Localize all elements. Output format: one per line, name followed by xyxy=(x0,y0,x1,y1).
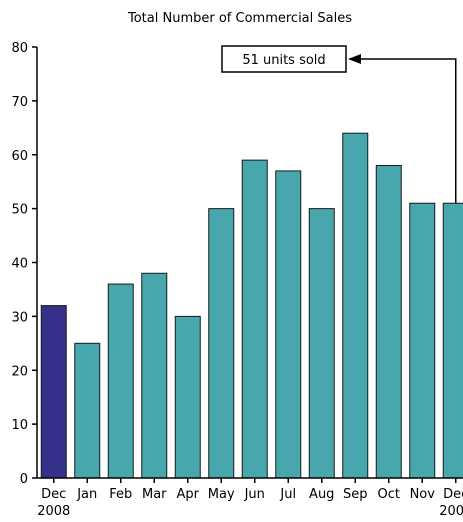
y-tick-label: 40 xyxy=(11,257,28,272)
bar-10 xyxy=(375,165,402,479)
x-tick-label: Dec xyxy=(41,487,66,502)
y-tick-label: 80 xyxy=(11,41,28,56)
y-tick-label: 10 xyxy=(11,418,28,433)
x-tick-label: Jul xyxy=(279,487,296,502)
bars xyxy=(40,132,463,479)
x-tick-label: Sep xyxy=(343,487,368,502)
y-tick-label: 70 xyxy=(11,95,28,110)
x-tick-label: Aug xyxy=(309,487,334,502)
annotation-box xyxy=(221,45,347,73)
bar-3 xyxy=(141,272,168,479)
bar-0 xyxy=(40,305,67,479)
bar-2 xyxy=(107,283,134,479)
chart-title: Total Number of Commercial Sales xyxy=(127,11,352,26)
bar-9 xyxy=(342,132,369,479)
x-tick-label: Oct xyxy=(378,487,400,502)
annotation-callout: 51 units sold xyxy=(221,45,457,204)
x-tick-label: Apr xyxy=(177,487,200,502)
y-axis: 0 10 20 30 40 50 60 70 80 xyxy=(11,41,38,487)
y-tick-label: 0 xyxy=(20,472,28,487)
bar-1 xyxy=(74,342,101,479)
x-tick-label: Feb xyxy=(109,487,132,502)
x-tick-label: Jan xyxy=(76,487,97,502)
x-tick-label: May xyxy=(208,487,235,502)
annotation-label: 51 units sold xyxy=(242,53,325,68)
bar-12 xyxy=(442,202,463,479)
x-axis: Dec Jan Feb Mar Apr May Jun Jul Aug Sep Oct Nov Dec 2… xyxy=(37,477,463,519)
annotation-leader-line xyxy=(358,58,457,204)
y-tick-label: 30 xyxy=(11,310,28,325)
x-year-label: 2008 xyxy=(37,504,70,519)
bar-4 xyxy=(174,315,201,479)
bar-8 xyxy=(308,208,335,479)
y-tick-label: 50 xyxy=(11,203,28,218)
x-tick-label: Jun xyxy=(244,487,265,502)
bar-11 xyxy=(409,202,436,479)
annotation-arrowhead xyxy=(348,54,361,64)
y-tick-label: 60 xyxy=(11,149,28,164)
x-tick-label: Mar xyxy=(142,487,167,502)
x-tick-label: Nov xyxy=(410,487,436,502)
y-tick-label: 20 xyxy=(11,364,28,379)
x-tick-label: Dec xyxy=(443,487,463,502)
bar-7 xyxy=(275,170,302,479)
bar-6 xyxy=(241,159,268,479)
x-year-label: 2009 xyxy=(439,504,463,519)
bar-5 xyxy=(208,208,235,479)
